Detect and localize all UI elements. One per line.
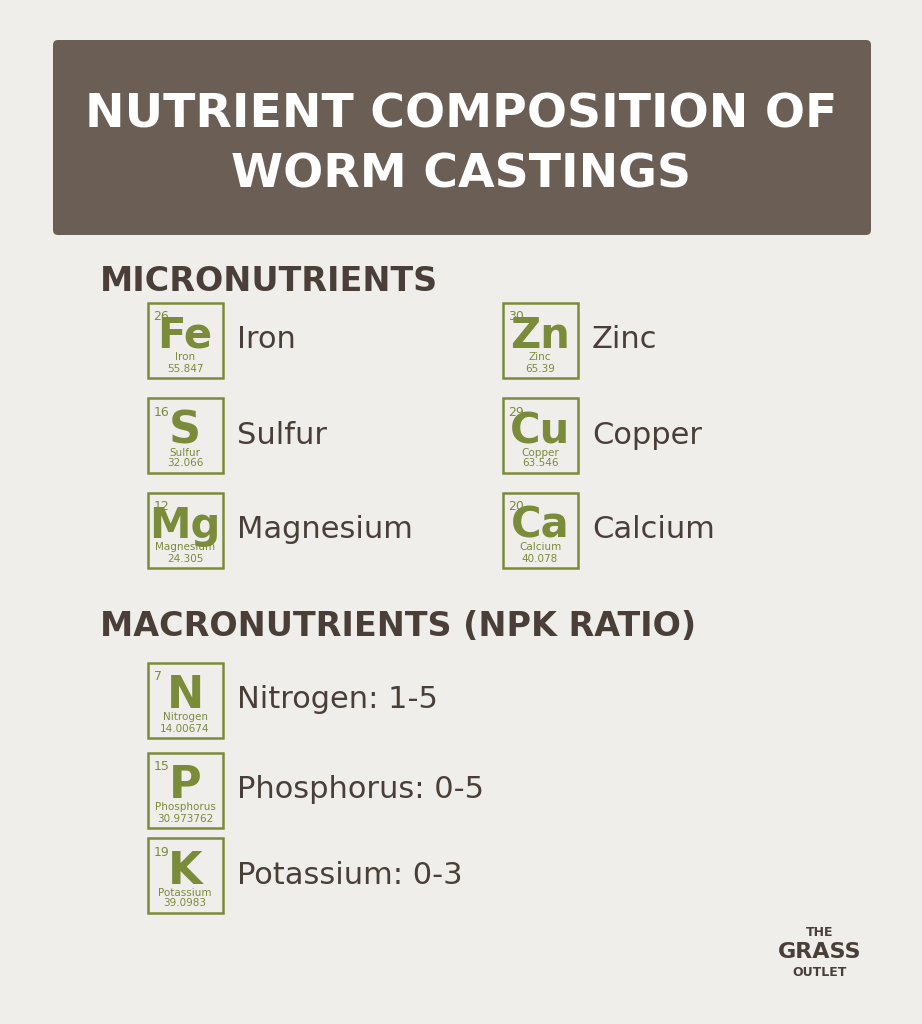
FancyBboxPatch shape <box>148 302 222 378</box>
Text: Calcium: Calcium <box>592 515 715 545</box>
FancyBboxPatch shape <box>148 397 222 472</box>
Text: Iron: Iron <box>175 352 195 362</box>
Text: 55.847: 55.847 <box>167 364 203 374</box>
Text: 19: 19 <box>153 846 170 858</box>
Text: OUTLET: OUTLET <box>793 966 847 979</box>
Text: Iron: Iron <box>237 326 296 354</box>
Text: 24.305: 24.305 <box>167 554 203 563</box>
Text: Ca: Ca <box>511 505 569 547</box>
Text: Sulfur: Sulfur <box>237 421 327 450</box>
FancyBboxPatch shape <box>148 838 222 912</box>
Text: 7: 7 <box>153 671 161 683</box>
Text: 65.39: 65.39 <box>525 364 555 374</box>
Text: 20: 20 <box>509 501 525 513</box>
Text: THE: THE <box>806 926 833 939</box>
Text: Phosphorus: Phosphorus <box>155 803 216 812</box>
Text: 30.973762: 30.973762 <box>157 813 213 823</box>
Text: 39.0983: 39.0983 <box>163 898 207 908</box>
Text: GRASS: GRASS <box>778 942 862 962</box>
Text: Zinc: Zinc <box>528 352 551 362</box>
Text: MICRONUTRIENTS: MICRONUTRIENTS <box>100 265 438 298</box>
Text: NUTRIENT COMPOSITION OF: NUTRIENT COMPOSITION OF <box>85 92 837 137</box>
Text: Calcium: Calcium <box>519 543 561 553</box>
Text: Potassium: Potassium <box>159 888 212 897</box>
Text: 63.546: 63.546 <box>522 459 558 469</box>
Text: 15: 15 <box>153 761 170 773</box>
Text: Phosphorus: 0-5: Phosphorus: 0-5 <box>237 775 484 805</box>
Text: 32.066: 32.066 <box>167 459 203 469</box>
FancyBboxPatch shape <box>148 493 222 567</box>
FancyBboxPatch shape <box>53 40 871 234</box>
Text: Nitrogen: 1-5: Nitrogen: 1-5 <box>237 685 438 715</box>
Text: Copper: Copper <box>521 447 559 458</box>
Text: 29: 29 <box>509 406 525 419</box>
Text: 16: 16 <box>153 406 170 419</box>
Text: Mg: Mg <box>149 505 220 547</box>
Text: Nitrogen: Nitrogen <box>162 713 207 723</box>
Text: 14.00674: 14.00674 <box>160 724 209 733</box>
FancyBboxPatch shape <box>502 397 577 472</box>
Text: 40.078: 40.078 <box>522 554 558 563</box>
Text: K: K <box>168 850 202 893</box>
Text: Zinc: Zinc <box>592 326 657 354</box>
Text: 12: 12 <box>153 501 170 513</box>
Text: Potassium: 0-3: Potassium: 0-3 <box>237 860 463 890</box>
Text: Copper: Copper <box>592 421 702 450</box>
Text: Fe: Fe <box>158 315 213 357</box>
Text: Cu: Cu <box>510 410 570 452</box>
FancyBboxPatch shape <box>502 493 577 567</box>
Text: MACRONUTRIENTS (NPK RATIO): MACRONUTRIENTS (NPK RATIO) <box>100 610 696 643</box>
Text: P: P <box>169 765 201 808</box>
Text: Magnesium: Magnesium <box>155 543 215 553</box>
FancyBboxPatch shape <box>148 753 222 827</box>
Text: Sulfur: Sulfur <box>170 447 200 458</box>
Text: S: S <box>169 410 201 453</box>
Text: Magnesium: Magnesium <box>237 515 413 545</box>
FancyBboxPatch shape <box>148 663 222 737</box>
Text: WORM CASTINGS: WORM CASTINGS <box>230 153 692 198</box>
FancyBboxPatch shape <box>502 302 577 378</box>
Text: N: N <box>166 675 204 718</box>
Text: 30: 30 <box>509 310 525 324</box>
Text: 26: 26 <box>153 310 170 324</box>
Text: Zn: Zn <box>510 315 570 357</box>
